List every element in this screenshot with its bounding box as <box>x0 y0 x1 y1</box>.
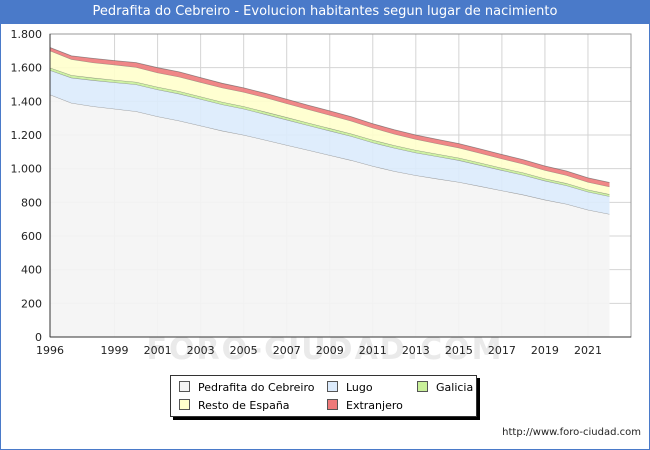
y-tick-label: 600 <box>21 230 42 243</box>
x-tick-label: 2001 <box>144 344 172 354</box>
x-tick-label: 2003 <box>187 344 215 354</box>
legend-swatch-resto-espana <box>179 399 190 410</box>
area-galicia <box>50 67 610 197</box>
y-tick-label: 1.000 <box>11 163 43 176</box>
legend: Pedrafita do Cebreiro Lugo Galicia Resto… <box>170 375 477 417</box>
x-tick-label: 2017 <box>488 344 516 354</box>
watermark: FORO-CIUDAD.COM <box>146 332 504 367</box>
legend-swatch-pedrafita <box>179 381 190 392</box>
legend-swatch-lugo <box>327 381 338 392</box>
x-tick-label: 2005 <box>230 344 258 354</box>
y-tick-label: 400 <box>21 264 42 277</box>
legend-item-galicia: Galicia <box>417 381 473 395</box>
y-tick-label: 1.600 <box>11 62 43 75</box>
legend-label-resto-espana: Resto de España <box>198 399 290 412</box>
area-pedrafita-do-cebreiro <box>50 94 610 337</box>
legend-swatch-galicia <box>417 381 428 392</box>
x-tick-label: 2021 <box>574 344 602 354</box>
x-tick-label: 2013 <box>402 344 430 354</box>
y-tick-label: 1.400 <box>11 95 43 108</box>
series-edge-line <box>49 47 610 183</box>
chart-title: Pedrafita do Cebreiro - Evolucion habita… <box>0 0 650 24</box>
legend-label-galicia: Galicia <box>436 381 474 394</box>
x-tick-label: 2009 <box>316 344 344 354</box>
source-url: http://www.foro-ciudad.com <box>502 427 641 438</box>
legend-item-pedrafita: Pedrafita do Cebreiro <box>179 381 315 395</box>
legend-item-resto-espana: Resto de España <box>179 399 290 413</box>
axes: 0 200 400 600 800 1.000 1.200 1.400 1.600 1.800 19… <box>11 28 632 354</box>
y-tick-label: 1.800 <box>11 28 43 41</box>
y-tick-label: 1.200 <box>11 129 43 142</box>
y-tick-label: 0 <box>35 331 42 344</box>
area-resto-de-espa-a <box>50 50 610 195</box>
legend-label-extranjero: Extranjero <box>346 399 403 412</box>
y-tick-label: 800 <box>21 196 42 209</box>
legend-label-lugo: Lugo <box>346 381 373 394</box>
legend-swatch-extranjero <box>327 399 338 410</box>
area-extranjero <box>50 47 610 187</box>
x-tick-label: 2011 <box>359 344 387 354</box>
x-tick-label: 2019 <box>531 344 559 354</box>
x-tick-label: 1996 <box>36 344 64 354</box>
area-series <box>49 47 610 337</box>
x-tick-label: 1999 <box>101 344 129 354</box>
area-lugo <box>50 70 610 215</box>
x-tick-label: 2015 <box>445 344 473 354</box>
x-tick-label: 2007 <box>273 344 301 354</box>
area-chart: 0 200 400 600 800 1.000 1.200 1.400 1.600 1.800 19… <box>11 28 632 354</box>
legend-label-pedrafita: Pedrafita do Cebreiro <box>198 381 315 394</box>
legend-item-lugo: Lugo <box>327 381 373 395</box>
legend-item-extranjero: Extranjero <box>327 399 403 413</box>
y-tick-label: 200 <box>21 297 42 310</box>
